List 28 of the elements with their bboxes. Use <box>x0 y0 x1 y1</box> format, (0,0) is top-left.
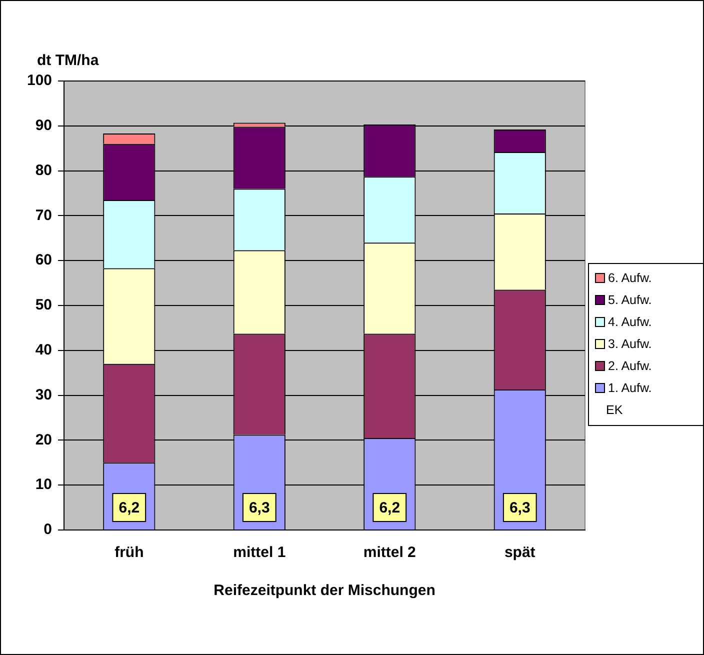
text: EK <box>605 402 624 419</box>
legend-label: 6. Aufw. <box>608 271 652 285</box>
y-tick-label: 70 <box>35 206 52 224</box>
annotation: 6,2 <box>118 500 140 517</box>
legend-label: 3. Aufw. <box>608 337 652 351</box>
y-tick-label: 30 <box>35 386 52 404</box>
y-tick-label: 60 <box>35 252 52 269</box>
legend-label: 1. Aufw. <box>608 381 652 395</box>
y-tick-label: 80 <box>35 162 52 179</box>
legend-label: 5. Aufw. <box>608 293 652 307</box>
x-tick-label: mittel 1 <box>233 544 286 562</box>
annotation: 6,3 <box>248 500 270 517</box>
y-tick-label: 10 <box>35 476 52 494</box>
annotation: 6,2 <box>379 500 400 517</box>
y-axis-title: dt TM/ha <box>37 52 100 70</box>
y-tick-label: 50 <box>35 296 52 314</box>
x-tick-label: spät <box>504 544 536 562</box>
x-tick-label: mittel 2 <box>363 544 416 562</box>
y-tick-label: 20 <box>35 431 52 448</box>
x-tick-label: früh <box>114 544 144 562</box>
y-tick-label: 0 <box>44 521 52 538</box>
x-axis-title: Reifezeitpunkt der Mischungen <box>214 582 436 600</box>
y-tick-label: 100 <box>26 72 52 90</box>
y-tick-label: 90 <box>35 117 52 134</box>
annotation: 6,3 <box>509 500 530 517</box>
y-tick-label: 40 <box>35 342 52 359</box>
legend-label: 4. Aufw. <box>608 315 652 329</box>
legend-label: 2. Aufw. <box>608 359 652 373</box>
